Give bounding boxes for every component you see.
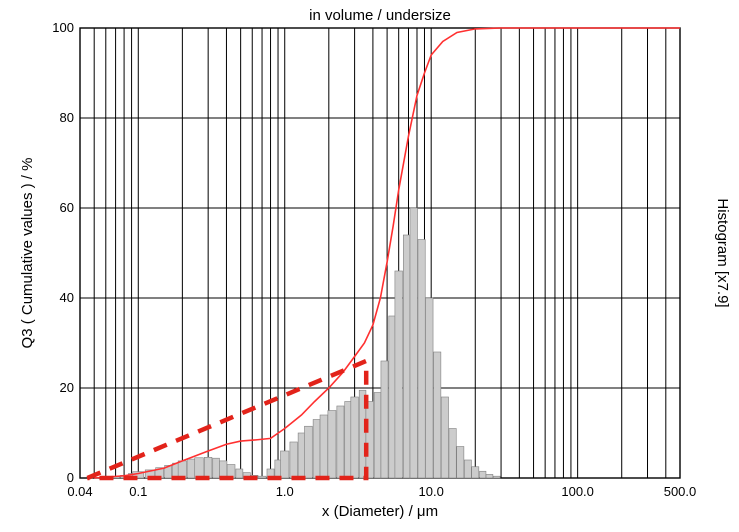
histogram-bar [410, 208, 417, 478]
x-tick-label: 0.04 [67, 484, 92, 499]
histogram-bar [304, 426, 312, 478]
histogram-bar [374, 393, 381, 479]
histogram-bar [418, 240, 425, 479]
histogram-bar [434, 352, 441, 478]
histogram-bar [213, 458, 220, 478]
histogram-bar [486, 474, 493, 478]
histogram-bar [366, 402, 373, 479]
histogram-bar [493, 476, 500, 478]
histogram-bar [298, 433, 305, 478]
x-tick-label: 0.1 [129, 484, 147, 499]
histogram-bar [425, 298, 433, 478]
x-tick-label: 100.0 [561, 484, 594, 499]
histogram-bar [464, 460, 471, 478]
histogram-bar [188, 459, 195, 478]
histogram-bar [381, 361, 388, 478]
histogram-bar [480, 471, 486, 478]
histogram-bar [395, 271, 403, 478]
y-tick-label: 60 [60, 200, 74, 215]
x-axis-label: x (Diameter) / μm [322, 503, 438, 520]
histogram-bar [236, 469, 243, 478]
chart-title: in volume / undersize [309, 7, 451, 24]
histogram-bar [345, 402, 351, 479]
histogram-bar [457, 447, 464, 479]
y-axis-label-left: Q3 ( Cumulative values ) / % [19, 158, 36, 349]
histogram-bar [403, 235, 410, 478]
histogram-bar [290, 442, 297, 478]
histogram-bar [258, 476, 266, 478]
histogram-bar [472, 467, 479, 478]
y-tick-label: 0 [67, 470, 74, 485]
x-tick-label: 1.0 [276, 484, 294, 499]
histogram-bar [219, 461, 226, 478]
histogram-bar [320, 415, 328, 478]
histogram-bar [449, 429, 456, 479]
histogram-bar [178, 461, 186, 478]
histogram-bar [389, 316, 395, 478]
particle-size-chart: 0 20 40 60 80 100 0.04 0.1 1.0 10.0 100.0 500.0 in v… [0, 0, 739, 532]
x-tick-label: 500.0 [664, 484, 697, 499]
y-tick-label: 40 [60, 290, 74, 305]
histogram-bar [351, 397, 359, 478]
histogram-bar [337, 406, 344, 478]
x-tick-label: 10.0 [419, 484, 444, 499]
histogram-bar [204, 457, 212, 478]
y-tick-label: 80 [60, 110, 74, 125]
histogram-bar [328, 411, 336, 479]
histogram-bar [195, 458, 204, 478]
y-axis-label-right: Histogram [x7.9] [714, 198, 731, 307]
y-tick-label: 20 [60, 380, 74, 395]
histogram-bar [281, 451, 289, 478]
histogram-bar [441, 397, 448, 478]
histogram-bar [313, 420, 320, 479]
y-tick-label: 100 [52, 20, 74, 35]
